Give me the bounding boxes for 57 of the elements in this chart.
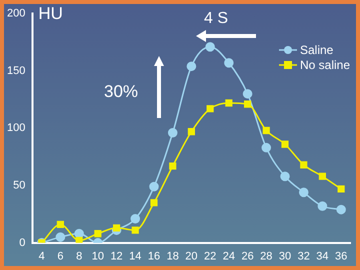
point <box>206 105 214 112</box>
point <box>300 161 308 168</box>
point <box>149 182 159 192</box>
x-tick-label: 16 <box>148 250 160 262</box>
x-tick-label: 4 <box>38 250 45 262</box>
x-tick-label: 18 <box>166 250 179 262</box>
x-tick-label: 14 <box>129 250 142 262</box>
point <box>74 228 84 238</box>
point <box>336 204 346 214</box>
x-tick-label: 30 <box>278 250 292 262</box>
point <box>150 199 158 206</box>
point <box>56 232 66 242</box>
x-tick-label: 26 <box>241 250 254 262</box>
point <box>262 142 272 152</box>
x-tick-label: 24 <box>222 250 235 262</box>
y-tick-label: 50 <box>13 180 26 192</box>
point <box>281 140 289 148</box>
y-tick-label: 200 <box>6 8 26 20</box>
annotation: 4 S <box>204 10 228 28</box>
point <box>338 185 345 193</box>
point <box>132 226 139 234</box>
x-tick-label: 10 <box>92 250 104 262</box>
y-tick-label: 150 <box>6 64 26 77</box>
annotation: 30% <box>104 82 138 102</box>
point <box>169 162 176 170</box>
y-axis-title: HU <box>38 4 63 24</box>
x-tick-label: 22 <box>204 250 216 262</box>
point <box>76 236 83 243</box>
legend-label: Saline <box>300 42 334 56</box>
x-tick-label: 6 <box>57 250 64 262</box>
point <box>298 188 308 198</box>
point <box>94 230 102 238</box>
y-tick-label: 0 <box>19 236 26 249</box>
x-tick-label: 34 <box>316 250 329 262</box>
point <box>186 62 196 72</box>
point <box>225 99 232 107</box>
point <box>318 172 326 180</box>
point <box>262 126 270 134</box>
point <box>112 224 120 232</box>
point <box>224 58 234 68</box>
x-tick-label: 8 <box>76 250 82 262</box>
point <box>188 128 196 136</box>
x-tick-label: 28 <box>260 250 272 262</box>
point <box>168 128 178 138</box>
point <box>56 220 64 228</box>
point <box>244 100 252 108</box>
y-tick-label: 100 <box>6 122 26 134</box>
legend-label: No saline <box>300 58 350 72</box>
point <box>130 214 140 224</box>
point <box>280 172 290 182</box>
x-tick-label: 36 <box>335 250 348 262</box>
x-tick-label: 12 <box>110 250 123 262</box>
x-tick-label: 20 <box>185 250 198 262</box>
point <box>318 201 328 211</box>
point <box>205 42 215 52</box>
point <box>242 89 252 99</box>
x-tick-label: 32 <box>298 250 310 262</box>
